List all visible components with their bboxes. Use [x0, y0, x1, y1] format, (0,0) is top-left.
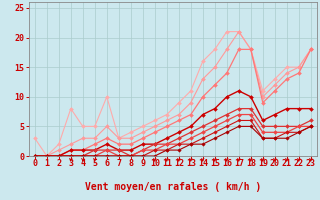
X-axis label: Vent moyen/en rafales ( km/h ): Vent moyen/en rafales ( km/h ) [85, 182, 261, 192]
